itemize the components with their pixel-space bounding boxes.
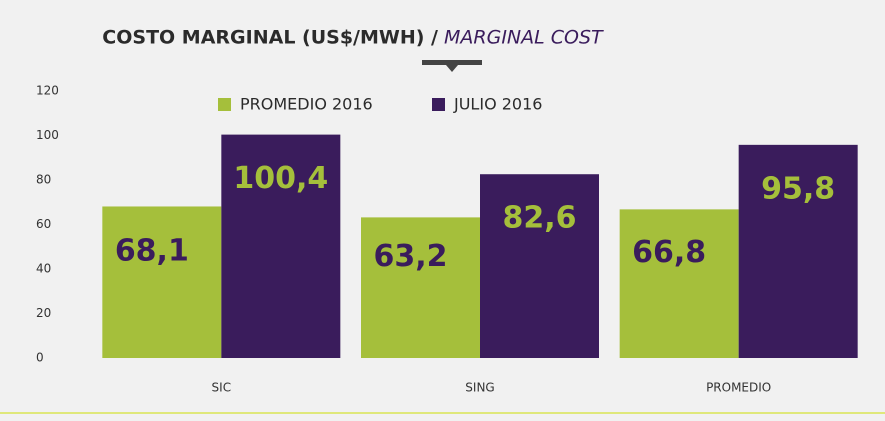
bar [102, 206, 222, 358]
y-tick-label: 80 [36, 173, 51, 187]
y-tick-label: 60 [36, 217, 51, 231]
y-tick-label: 40 [36, 262, 51, 276]
bar [480, 174, 599, 358]
data-label: 100,4 [233, 161, 328, 196]
x-tick-label: SIC [212, 381, 232, 395]
legend-label: JULIO 2016 [453, 95, 542, 114]
y-tick-label: 100 [36, 128, 59, 142]
data-label: 66,8 [632, 235, 706, 270]
x-tick-label: SING [465, 381, 494, 395]
legend-swatch [432, 98, 445, 111]
legend-label: PROMEDIO 2016 [240, 95, 373, 114]
y-tick-label: 20 [36, 306, 51, 320]
x-tick-label: PROMEDIO [706, 381, 771, 395]
data-label: 68,1 [115, 234, 189, 269]
data-label: 63,2 [373, 239, 447, 274]
bar [738, 144, 858, 358]
bar [361, 217, 480, 358]
data-label: 95,8 [761, 171, 835, 206]
title-pointer [446, 65, 458, 72]
data-label: 82,6 [502, 201, 576, 236]
bar [221, 134, 341, 358]
y-tick-label: 120 [36, 84, 59, 98]
bar [619, 209, 739, 358]
title-underline [422, 60, 482, 65]
legend-swatch [218, 98, 231, 111]
chart-title: COSTO MARGINAL (US$/MWH) / [102, 27, 438, 49]
chart-title-en: MARGINAL COST [444, 27, 604, 49]
y-tick-label: 0 [36, 351, 44, 365]
